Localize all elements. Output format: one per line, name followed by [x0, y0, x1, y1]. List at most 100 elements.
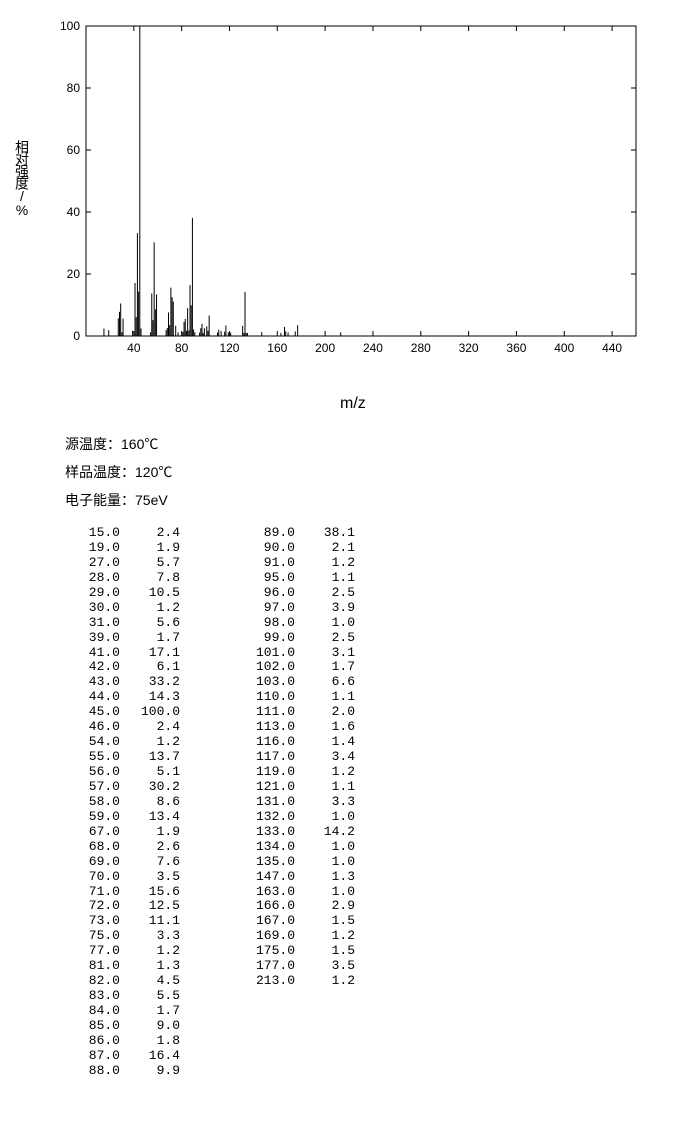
peak-row: 175.01.5: [240, 944, 355, 959]
peak-row: 119.01.2: [240, 765, 355, 780]
mz-value: 44.0: [65, 690, 120, 705]
source-temp-label: 源温度：: [65, 436, 121, 452]
mz-value: 167.0: [240, 914, 295, 929]
peak-row: 41.017.1: [65, 646, 180, 661]
peak-row: 113.01.6: [240, 720, 355, 735]
mz-value: 41.0: [65, 646, 120, 661]
mz-value: 119.0: [240, 765, 295, 780]
peak-row: 70.03.5: [65, 870, 180, 885]
mz-value: 99.0: [240, 631, 295, 646]
mz-value: 73.0: [65, 914, 120, 929]
intensity-value: 1.7: [295, 660, 355, 675]
peak-row: 56.05.1: [65, 765, 180, 780]
mz-value: 83.0: [65, 989, 120, 1004]
intensity-value: 3.5: [295, 959, 355, 974]
mz-value: 147.0: [240, 870, 295, 885]
peak-row: 42.06.1: [65, 660, 180, 675]
intensity-value: 1.2: [295, 974, 355, 989]
mz-value: 84.0: [65, 1004, 120, 1019]
mz-value: 101.0: [240, 646, 295, 661]
source-temp-row: 源温度：160℃: [65, 430, 673, 458]
intensity-value: 33.2: [120, 675, 180, 690]
intensity-value: 13.7: [120, 750, 180, 765]
peak-row: 82.04.5: [65, 974, 180, 989]
intensity-value: 11.1: [120, 914, 180, 929]
mz-value: 131.0: [240, 795, 295, 810]
mz-value: 72.0: [65, 899, 120, 914]
svg-text:360: 360: [506, 341, 526, 355]
mz-value: 67.0: [65, 825, 120, 840]
x-axis-label: m/z: [340, 395, 366, 413]
mz-value: 56.0: [65, 765, 120, 780]
intensity-value: 5.1: [120, 765, 180, 780]
peak-row: 101.03.1: [240, 646, 355, 661]
svg-text:20: 20: [67, 267, 81, 281]
mz-value: 81.0: [65, 959, 120, 974]
peak-row: 69.07.6: [65, 855, 180, 870]
mz-value: 82.0: [65, 974, 120, 989]
peak-row: 89.038.1: [240, 526, 355, 541]
peak-row: 43.033.2: [65, 675, 180, 690]
mz-value: 111.0: [240, 705, 295, 720]
peak-row: 88.09.9: [65, 1064, 180, 1079]
peak-row: 110.01.1: [240, 690, 355, 705]
intensity-value: 6.6: [295, 675, 355, 690]
electron-energy-label: 电子能量：: [65, 492, 135, 508]
peak-row: 91.01.2: [240, 556, 355, 571]
mz-value: 163.0: [240, 885, 295, 900]
mz-value: 42.0: [65, 660, 120, 675]
intensity-value: 1.1: [295, 780, 355, 795]
peak-row: 134.01.0: [240, 840, 355, 855]
peak-row: 57.030.2: [65, 780, 180, 795]
mz-value: 121.0: [240, 780, 295, 795]
mz-value: 132.0: [240, 810, 295, 825]
svg-text:40: 40: [67, 205, 81, 219]
svg-text:440: 440: [602, 341, 622, 355]
mz-value: 46.0: [65, 720, 120, 735]
mz-value: 116.0: [240, 735, 295, 750]
mz-value: 110.0: [240, 690, 295, 705]
peak-row: 117.03.4: [240, 750, 355, 765]
mz-value: 169.0: [240, 929, 295, 944]
mz-value: 58.0: [65, 795, 120, 810]
svg-text:400: 400: [554, 341, 574, 355]
svg-text:200: 200: [315, 341, 335, 355]
peak-row: 147.01.3: [240, 870, 355, 885]
intensity-value: 1.9: [120, 825, 180, 840]
peak-row: 72.012.5: [65, 899, 180, 914]
peak-row: 103.06.6: [240, 675, 355, 690]
sample-temp-value: 120℃: [135, 464, 172, 480]
mz-value: 90.0: [240, 541, 295, 556]
intensity-value: 8.6: [120, 795, 180, 810]
mz-value: 133.0: [240, 825, 295, 840]
peak-row: 87.016.4: [65, 1049, 180, 1064]
peak-column-2: 89.038.190.02.191.01.295.01.196.02.597.0…: [240, 526, 355, 1079]
svg-text:40: 40: [127, 341, 141, 355]
intensity-value: 4.5: [120, 974, 180, 989]
mz-value: 19.0: [65, 541, 120, 556]
mz-value: 85.0: [65, 1019, 120, 1034]
intensity-value: 3.3: [120, 929, 180, 944]
svg-text:120: 120: [219, 341, 239, 355]
peak-row: 81.01.3: [65, 959, 180, 974]
svg-text:100: 100: [60, 20, 80, 33]
peak-row: 44.014.3: [65, 690, 180, 705]
peak-row: 39.01.7: [65, 631, 180, 646]
peak-row: 59.013.4: [65, 810, 180, 825]
peak-row: 19.01.9: [65, 541, 180, 556]
svg-text:160: 160: [267, 341, 287, 355]
intensity-value: 17.1: [120, 646, 180, 661]
mz-value: 54.0: [65, 735, 120, 750]
intensity-value: 1.4: [295, 735, 355, 750]
intensity-value: 3.4: [295, 750, 355, 765]
mz-value: 31.0: [65, 616, 120, 631]
mz-value: 175.0: [240, 944, 295, 959]
peak-row: 96.02.5: [240, 586, 355, 601]
electron-energy-row: 电子能量：75eV: [65, 486, 673, 514]
peak-row: 111.02.0: [240, 705, 355, 720]
mz-value: 69.0: [65, 855, 120, 870]
intensity-value: 1.2: [295, 929, 355, 944]
peak-row: 97.03.9: [240, 601, 355, 616]
mz-value: 117.0: [240, 750, 295, 765]
intensity-value: 7.8: [120, 571, 180, 586]
